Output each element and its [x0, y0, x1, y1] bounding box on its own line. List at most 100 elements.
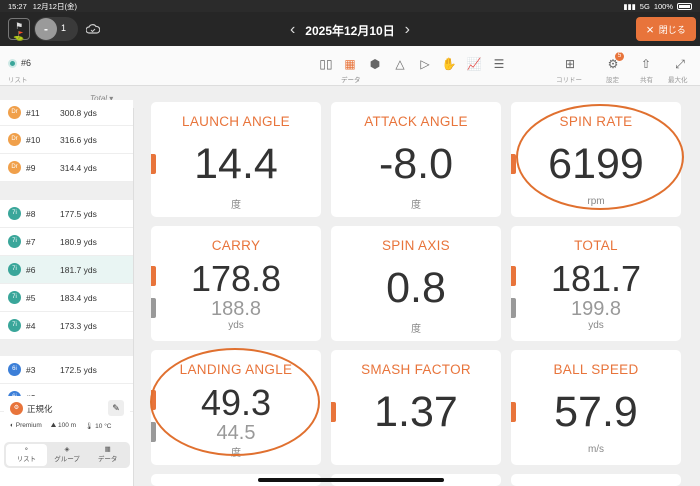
tab-list[interactable]: ⚬ リスト	[6, 444, 47, 466]
normalized-tag	[151, 422, 156, 442]
measured-tag	[511, 154, 516, 174]
tab-data[interactable]: ▦ データ	[87, 444, 128, 466]
launch-angle-card[interactable]: LAUNCH ANGLE 14.4 度	[151, 102, 321, 217]
prev-date-icon[interactable]: ‹	[290, 21, 296, 38]
toolbar: #6 リスト ▯▯ ▦ データ ⬢ △ ▷ ✋ 📈 ☰ ⊞ コリドー ⚙ 5 設…	[0, 46, 700, 86]
status-time: 15:27	[8, 1, 27, 11]
settings-badge: 5	[615, 52, 624, 61]
metric-value: 1.37	[374, 388, 458, 436]
annotation-circle	[516, 104, 684, 210]
club-selector-icon[interactable]: ⚑ ⛳	[8, 18, 30, 41]
measured-tag	[511, 266, 516, 286]
shot-distance: 173.3 yds	[60, 320, 97, 331]
group-tab-icon: ◈	[64, 446, 70, 453]
maximize-icon[interactable]: ⤢	[675, 57, 685, 71]
metric-value: 178.8	[190, 258, 282, 299]
shot-number: #9	[26, 162, 36, 173]
shot-distance: 183.4 yds	[60, 292, 97, 303]
status-bar: 15:27 12月12日(金) ▮▮▮ 5G 100%	[0, 0, 700, 12]
shot-number: #5	[26, 292, 36, 303]
metric-label: BALL SPEED	[553, 362, 639, 377]
total-card[interactable]: TOTAL 181.7 199.8 yds	[511, 226, 681, 341]
data-tab-icon: ▦	[104, 446, 111, 453]
share-icon[interactable]: ⇧	[640, 57, 652, 71]
shot-number: #8	[26, 208, 36, 219]
measured-tag	[151, 266, 156, 286]
close-button[interactable]: × 閉じる	[636, 17, 696, 41]
club-badge: Dr	[8, 161, 21, 174]
shot-number: #11	[26, 107, 40, 118]
metric-label: SMASH FACTOR	[361, 362, 471, 377]
current-date: 2025年12月10日	[305, 23, 395, 38]
settings-gear-icon[interactable]: ⚙	[607, 57, 619, 71]
spin-axis-card[interactable]: SPIN AXIS 0.8 度	[331, 226, 501, 341]
metric-value: 0.8	[386, 264, 446, 312]
ball-type: ◐ Premium	[10, 422, 42, 429]
temperature: 🌡 10 °C	[85, 423, 112, 430]
list-icon[interactable]: ☰	[493, 57, 505, 71]
selected-club[interactable]: #6	[8, 58, 31, 68]
altitude: ⛰ 100 m	[50, 422, 77, 429]
list-item[interactable]: 7i #7 180.9 yds	[0, 228, 133, 256]
list-item[interactable]: 7i #4 173.3 yds	[0, 312, 133, 340]
attack-angle-card[interactable]: ATTACK ANGLE -8.0 度	[331, 102, 501, 217]
list-item[interactable]: Dr #11 300.8 yds	[0, 100, 133, 126]
trajectory-icon[interactable]: △	[395, 57, 405, 71]
club-badge: 6i	[8, 363, 21, 376]
metric-label: SPIN AXIS	[382, 238, 450, 253]
list-item[interactable]: Dr #9 314.4 yds	[0, 154, 133, 182]
list-item[interactable]: 6i #3 172.5 yds	[0, 356, 133, 384]
normalize-title: ⚙ 正規化	[10, 402, 53, 415]
metric-value: 14.4	[194, 140, 278, 188]
corridor-icon[interactable]: ⊞	[564, 57, 576, 71]
club-badge: 7i	[8, 319, 21, 332]
data-grid-icon[interactable]: ▦	[344, 57, 356, 71]
measured-tag	[151, 154, 156, 174]
sort-total-label[interactable]: Total ▾	[90, 94, 114, 103]
settings-label: 設定	[606, 77, 619, 84]
battery-percent: 100%	[653, 1, 673, 11]
shot-distance: 172.5 yds	[60, 364, 97, 375]
close-label: 閉じる	[658, 24, 686, 35]
split-view-icon[interactable]: ▯▯	[319, 57, 333, 71]
shot-number: #10	[26, 134, 41, 145]
normalize-card[interactable]: ⚙ 正規化 ✎ ◐ Premium ⛰ 100 m 🌡 10 °C	[4, 396, 130, 436]
normalize-settings: ◐ Premium ⛰ 100 m 🌡 10 °C	[10, 422, 112, 430]
list-item[interactable]: 7i #5 183.4 yds	[0, 284, 133, 312]
smash-factor-card[interactable]: SMASH FACTOR 1.37	[331, 350, 501, 465]
ball-impact-icon[interactable]: ⬢	[369, 57, 381, 71]
carry-card[interactable]: CARRY 178.8 188.8 yds	[151, 226, 321, 341]
list-item[interactable]: Dr #10 316.6 yds	[0, 126, 133, 154]
normalize-label: 正規化	[27, 403, 53, 414]
ball-speed-card[interactable]: BALL SPEED 57.9 m/s	[511, 350, 681, 465]
next-date-icon[interactable]: ›	[404, 21, 410, 38]
list-tab-icon: ⚬	[23, 446, 30, 453]
metric-unit: 度	[231, 200, 241, 211]
metric-value: 57.9	[554, 388, 638, 436]
counter-value: 1	[61, 23, 67, 33]
shot-distance: 181.7 yds	[60, 264, 97, 275]
edit-pencil-icon[interactable]: ✎	[108, 400, 124, 416]
metric-label: ATTACK ANGLE	[364, 114, 468, 129]
decrement-button[interactable]: -	[35, 18, 57, 40]
play-video-icon[interactable]: ▷	[420, 57, 430, 71]
club-color-dot	[8, 58, 17, 68]
shot-counter[interactable]: - 1	[34, 17, 78, 41]
club-badge: 7i	[8, 235, 21, 248]
sidebar-tabs: ⚬ リスト ◈ グループ ▦ データ	[4, 442, 130, 468]
metric-value: -8.0	[378, 140, 454, 188]
shot-number: #4	[26, 320, 36, 331]
measured-tag	[331, 402, 336, 422]
group-divider	[0, 182, 133, 200]
metric-unit: 度	[411, 200, 421, 211]
status-date: 12月12日(金)	[32, 1, 77, 11]
cloud-sync-icon[interactable]	[86, 23, 100, 35]
tab-group[interactable]: ◈ グループ	[47, 444, 88, 466]
club-badge: 7i	[8, 207, 21, 220]
chart-icon[interactable]: 📈	[466, 57, 482, 71]
golfer-icon[interactable]: ✋	[441, 57, 457, 71]
list-item[interactable]: 7i #8 177.5 yds	[0, 200, 133, 228]
list-view-label: リスト	[8, 77, 28, 84]
list-item-selected[interactable]: 7i #6 181.7 yds	[0, 256, 133, 284]
club-badge: 7i	[8, 291, 21, 304]
